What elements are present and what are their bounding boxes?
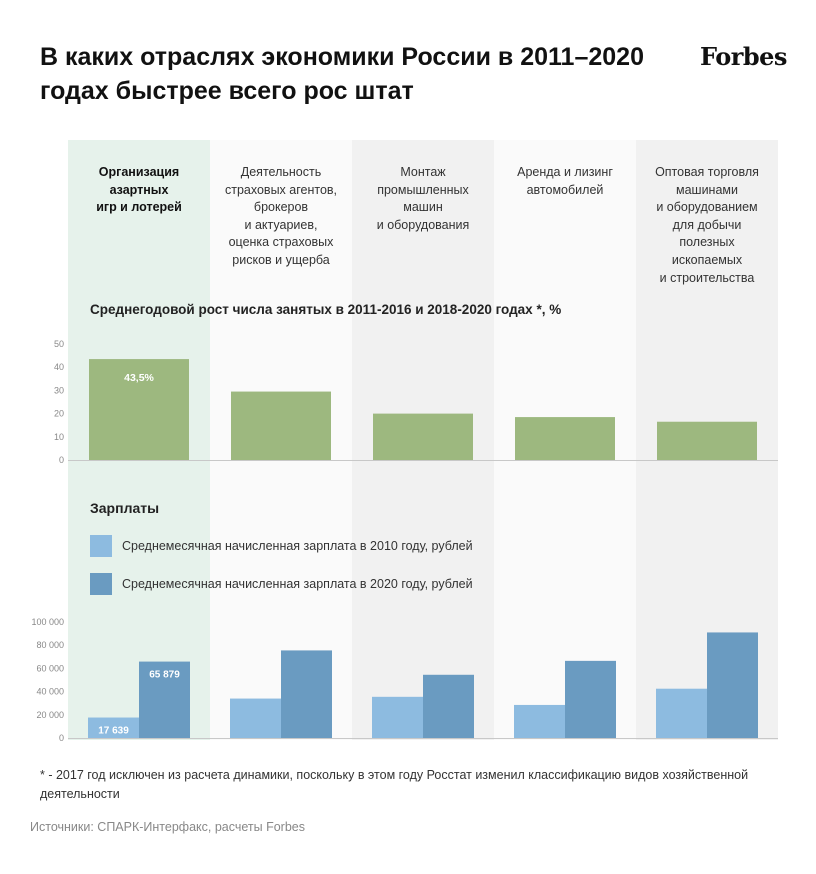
category-line: азартных (109, 182, 169, 197)
salary-bar-2010 (88, 717, 139, 738)
salary-data-label: 65 879 (149, 670, 180, 681)
legend-swatch-2010 (90, 535, 112, 557)
category-label-4: Аренда и лизинг автомобилей (494, 164, 636, 199)
legend-swatch-2020 (90, 573, 112, 595)
category-line: промышленных (377, 182, 469, 197)
forbes-logo: Forbes (700, 42, 787, 71)
legend-item-2010: Среднемесячная начисленная зарплата в 20… (90, 535, 473, 557)
growth-bar (373, 413, 473, 460)
salary-data-label: 17 639 (98, 726, 129, 737)
source-note: Источники: СПАРК-Интерфакс, расчеты Forb… (30, 820, 305, 834)
growth-y-tick-label: 30 (54, 385, 64, 395)
salary-bar-2020 (565, 660, 616, 738)
growth-y-tick-label: 20 (54, 409, 64, 419)
category-line: Монтаж (400, 165, 446, 179)
legend-label-2010: Среднемесячная начисленная зарплата в 20… (122, 539, 473, 553)
category-line: страховых агентов, (224, 182, 338, 197)
category-line: Оптовая торговля (655, 165, 759, 179)
category-line: и оборудованием (656, 200, 758, 215)
growth-bar (657, 421, 757, 460)
category-line: и оборудования (376, 217, 470, 232)
growth-y-tick-label: 40 (54, 362, 64, 372)
growth-bar (515, 417, 615, 460)
legend-item-2020: Среднемесячная начисленная зарплата в 20… (90, 573, 473, 595)
salary-bar-2020 (707, 632, 758, 738)
salary-y-tick-label: 0 (59, 733, 64, 743)
category-line: полезных (679, 235, 735, 250)
category-line: для добычи (672, 217, 742, 232)
category-line: ископаемых (671, 252, 743, 267)
category-label-5: Оптовая торговля машинами и оборудованием д… (636, 164, 778, 287)
salary-bar-2010 (372, 696, 423, 738)
salary-bar-2010 (656, 688, 707, 738)
growth-y-tick-label: 0 (59, 455, 64, 465)
category-label-1: Организация азартных игр и лотерей (68, 164, 210, 217)
category-line: машинами (676, 182, 738, 197)
salary-bar-2020 (139, 661, 190, 738)
category-line: и актуариев, (244, 217, 318, 232)
category-line: Аренда и лизинг (517, 165, 613, 179)
category-line: машин (403, 200, 443, 215)
salary-bar-2010 (230, 698, 281, 738)
category-line: и строительства (659, 270, 755, 285)
growth-bar (231, 391, 331, 460)
growth-y-tick-label: 50 (54, 339, 64, 349)
growth-data-label: 43,5% (124, 372, 154, 384)
category-line: Организация (98, 165, 180, 179)
salary-y-tick-label: 40 000 (36, 687, 64, 697)
category-line: брокеров (253, 200, 309, 215)
growth-bar (89, 359, 189, 460)
salary-y-tick-label: 20 000 (36, 710, 64, 720)
salary-bar-2020 (281, 650, 332, 738)
category-label-3: Монтаж промышленных машин и оборудования (352, 164, 494, 234)
salary-chart-title: Зарплаты (90, 500, 160, 516)
salary-bar-2020 (423, 674, 474, 738)
legend-label-2020: Среднемесячная начисленная зарплата в 20… (122, 577, 473, 591)
category-line: автомобилей (526, 182, 604, 197)
page-title: В каких отраслях экономики России в 2011… (40, 43, 644, 105)
salary-y-tick-label: 100 000 (31, 617, 64, 627)
category-line: рисков и ущерба (232, 252, 330, 267)
growth-y-tick-label: 10 (54, 432, 64, 442)
salary-y-tick-label: 80 000 (36, 640, 64, 650)
category-line: оценка страховых (228, 235, 334, 250)
salary-y-tick-label: 60 000 (36, 663, 64, 673)
category-label-2: Деятельность страховых агентов, брокеров и … (210, 164, 352, 270)
footnote: * - 2017 год исключен из расчета динамик… (40, 768, 749, 801)
category-line: Деятельность (240, 165, 322, 179)
salary-bar-2010 (514, 704, 565, 738)
growth-chart-title: Среднегодовой рост числа занятых в 2011-… (90, 302, 562, 317)
category-line: игр и лотерей (96, 200, 182, 215)
